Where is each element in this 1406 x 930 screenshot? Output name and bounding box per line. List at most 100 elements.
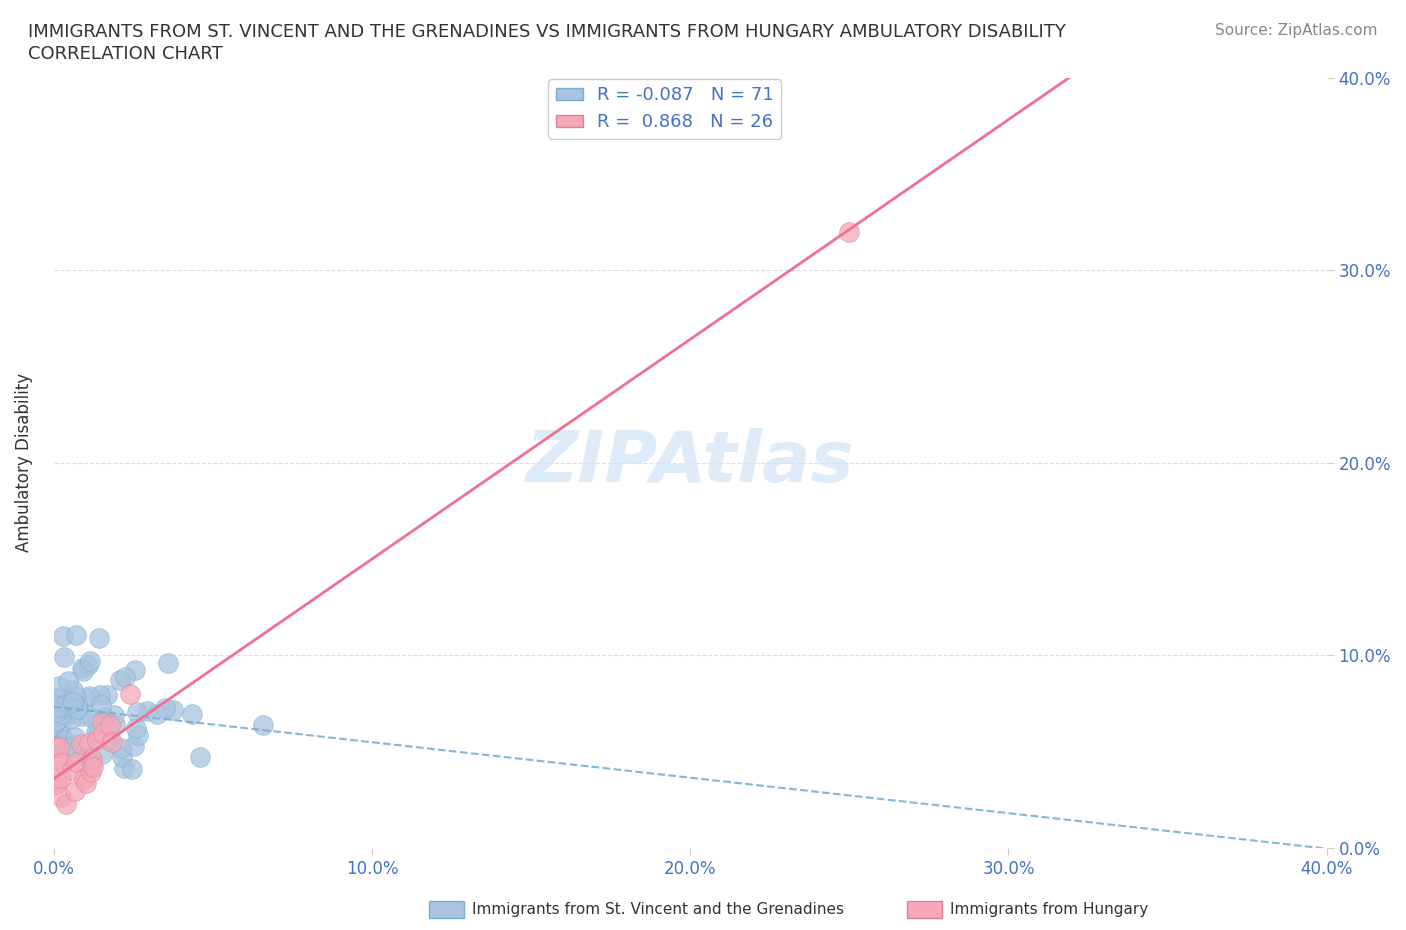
Point: [62, 683, 84, 698]
Point: [87, 631, 110, 645]
Point: [121, 762, 143, 777]
Point: [62, 763, 84, 777]
Text: IMMIGRANTS FROM ST. VINCENT AND THE GRENADINES VS IMMIGRANTS FROM HUNGARY AMBULA: IMMIGRANTS FROM ST. VINCENT AND THE GREN…: [28, 23, 1066, 41]
Point: [44, 777, 66, 792]
Point: [111, 750, 134, 764]
Y-axis label: Ambulatory Disability: Ambulatory Disability: [15, 373, 32, 552]
Point: [42, 690, 65, 705]
Text: CORRELATION CHART: CORRELATION CHART: [28, 45, 224, 62]
Point: [157, 656, 180, 671]
Point: [77, 688, 100, 703]
Point: [45, 705, 67, 720]
Point: [53, 649, 76, 664]
Point: [48, 737, 70, 751]
Point: [114, 670, 136, 684]
Point: [90, 747, 112, 762]
Point: [75, 776, 97, 790]
Point: [188, 750, 211, 764]
Point: [70, 737, 93, 751]
Point: [52, 629, 75, 644]
Point: [66, 699, 89, 714]
Point: [66, 701, 89, 716]
Point: [72, 663, 94, 678]
Point: [112, 761, 135, 776]
Point: [46, 776, 69, 790]
Point: [145, 706, 167, 721]
Point: [45, 713, 67, 728]
Point: [65, 628, 87, 643]
Point: [48, 752, 70, 767]
Point: [122, 739, 145, 754]
Point: [77, 750, 100, 764]
Point: [63, 784, 86, 799]
Point: [51, 790, 73, 804]
Point: [93, 726, 115, 741]
Point: [51, 707, 73, 722]
Point: [51, 756, 73, 771]
Point: [65, 754, 87, 769]
Point: [180, 707, 202, 722]
Point: [82, 759, 104, 774]
Point: [80, 751, 103, 766]
Point: [127, 704, 149, 719]
Point: [124, 662, 146, 677]
Point: [162, 703, 184, 718]
Point: [70, 709, 93, 724]
Point: [53, 733, 76, 748]
Point: [153, 701, 176, 716]
Point: [60, 698, 83, 713]
Point: [80, 765, 103, 780]
Point: [49, 770, 72, 785]
Text: Source: ZipAtlas.com: Source: ZipAtlas.com: [1215, 23, 1378, 38]
Point: [118, 686, 141, 701]
Point: [100, 718, 122, 733]
Point: [838, 224, 860, 239]
Point: [86, 715, 108, 730]
Point: [127, 728, 149, 743]
Point: [44, 739, 66, 754]
Point: [59, 707, 82, 722]
Point: [70, 660, 93, 675]
Point: [110, 740, 132, 755]
Point: [46, 691, 69, 706]
Point: [86, 728, 108, 743]
Point: [103, 708, 125, 723]
Point: [90, 698, 112, 713]
Point: [49, 719, 72, 734]
Point: [62, 694, 84, 709]
Point: [45, 738, 67, 753]
Point: [55, 797, 77, 812]
Point: [77, 735, 100, 750]
Point: [86, 733, 108, 748]
Point: [77, 658, 100, 672]
Point: [73, 772, 96, 787]
Point: [55, 692, 77, 707]
Text: ZIPAtlas: ZIPAtlas: [526, 429, 855, 498]
Point: [125, 720, 148, 735]
Point: [252, 718, 274, 733]
Point: [76, 691, 98, 706]
Point: [101, 735, 124, 750]
Point: [135, 703, 157, 718]
Point: [80, 711, 103, 725]
Point: [79, 654, 101, 669]
Point: [91, 714, 114, 729]
Point: [48, 740, 70, 755]
Point: [96, 688, 118, 703]
Point: [44, 720, 66, 735]
Point: [108, 672, 131, 687]
Point: [93, 710, 115, 724]
Point: [104, 718, 127, 733]
Point: [48, 723, 70, 737]
Point: [89, 687, 111, 702]
Point: [59, 746, 82, 761]
Point: [98, 733, 121, 748]
Point: [63, 688, 86, 703]
Point: [46, 700, 69, 715]
Point: [56, 673, 79, 688]
Legend: R = -0.087   N = 71, R =  0.868   N = 26: R = -0.087 N = 71, R = 0.868 N = 26: [548, 79, 782, 139]
Point: [59, 711, 82, 726]
Point: [63, 730, 86, 745]
Point: [48, 679, 70, 694]
Point: [51, 700, 73, 715]
